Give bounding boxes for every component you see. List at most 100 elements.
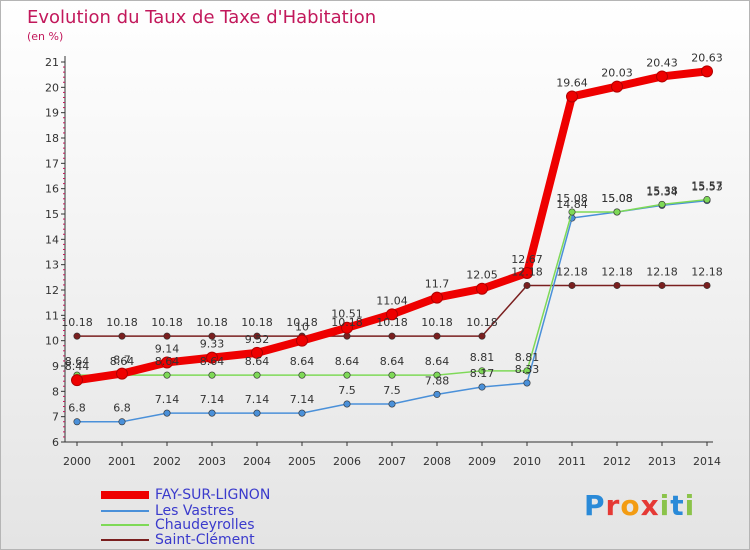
data-point <box>433 390 441 398</box>
x-tick-label: 2000 <box>63 455 91 468</box>
x-tick-label: 2001 <box>108 455 136 468</box>
data-point <box>163 332 171 340</box>
data-label: 10.18 <box>151 316 183 329</box>
data-label: 12.67 <box>511 253 543 266</box>
legend-item-les-vastres: Les Vastres <box>101 503 234 519</box>
data-label: 8.64 <box>425 355 450 368</box>
y-tick-label: 16 <box>45 183 59 196</box>
data-label: 8.64 <box>245 355 270 368</box>
y-tick-label: 11 <box>45 309 59 322</box>
data-point <box>253 409 261 417</box>
data-label: 9.33 <box>200 338 225 351</box>
data-label: 9.52 <box>245 333 270 346</box>
x-tick-label: 2007 <box>378 455 406 468</box>
x-tick-label: 2011 <box>558 455 586 468</box>
data-point <box>116 367 128 380</box>
chart-subtitle: (en %) <box>27 30 64 43</box>
data-label: 7.88 <box>425 374 450 387</box>
legend-swatch <box>101 491 149 499</box>
legend-swatch <box>101 510 149 512</box>
y-tick-label: 6 <box>52 436 59 449</box>
data-point <box>206 351 218 364</box>
x-tick-label: 2006 <box>333 455 361 468</box>
data-label: 7.14 <box>290 393 315 406</box>
data-label: 15.53 <box>691 181 723 194</box>
data-point <box>163 409 171 417</box>
data-label: 10 <box>295 321 309 334</box>
data-point <box>701 65 713 78</box>
data-point <box>433 332 441 340</box>
data-label: 20.03 <box>601 67 633 80</box>
data-label: 9.14 <box>155 342 180 355</box>
data-label: 15.34 <box>646 185 678 198</box>
data-point <box>341 321 353 334</box>
legend-item-fay-sur-lignon: FAY-SUR-LIGNON <box>101 487 270 503</box>
data-label: 8.64 <box>65 355 90 368</box>
data-point <box>298 371 306 379</box>
data-point <box>703 281 711 289</box>
y-tick-label: 12 <box>45 284 59 297</box>
data-point <box>656 70 668 83</box>
data-label: 8.81 <box>515 351 540 364</box>
data-label: 10.18 <box>61 316 93 329</box>
data-label: 7.14 <box>245 393 270 406</box>
legend-swatch <box>101 539 149 541</box>
legend-swatch <box>101 524 149 526</box>
y-tick-label: 10 <box>45 335 59 348</box>
data-label: 7.5 <box>383 384 401 397</box>
data-label: 15.08 <box>601 192 633 205</box>
data-point <box>388 400 396 408</box>
data-point <box>343 371 351 379</box>
logo-letter: x <box>640 489 660 522</box>
data-label: 10.18 <box>331 316 363 329</box>
data-label: 8.64 <box>380 355 405 368</box>
chart-title: Evolution du Taux de Taxe d'Habitation <box>27 7 377 28</box>
data-point <box>431 291 443 304</box>
x-tick-label: 2013 <box>648 455 676 468</box>
data-label: 20.43 <box>646 56 678 69</box>
legend-label: Saint-Clément <box>155 532 255 548</box>
x-tick-label: 2010 <box>513 455 541 468</box>
data-point <box>476 282 488 295</box>
data-label: 15.38 <box>646 184 678 197</box>
logo-letter: i <box>659 489 671 522</box>
data-label: 10.18 <box>466 316 498 329</box>
y-tick-label: 18 <box>45 132 59 145</box>
data-point <box>388 332 396 340</box>
data-point <box>343 332 351 340</box>
proxiti-logo: Proxiti <box>584 489 695 522</box>
data-point <box>118 418 126 426</box>
data-label: 11.04 <box>376 294 408 307</box>
data-label: 7.5 <box>338 384 356 397</box>
data-label: 8.81 <box>470 351 495 364</box>
data-label: 14.84 <box>556 198 588 211</box>
data-point <box>163 371 171 379</box>
data-point <box>566 90 578 103</box>
y-tick-label: 13 <box>45 259 59 272</box>
data-point <box>208 371 216 379</box>
data-label: 12.18 <box>646 265 678 278</box>
data-label: 15.08 <box>601 192 633 205</box>
data-label: 8.44 <box>65 360 90 373</box>
data-label: 12.18 <box>691 265 723 278</box>
y-tick-label: 21 <box>45 56 59 69</box>
legend-item-saint-clement: Saint-Clément <box>101 532 255 548</box>
x-tick-label: 2003 <box>198 455 226 468</box>
data-point <box>523 367 531 375</box>
x-tick-label: 2008 <box>423 455 451 468</box>
data-point <box>523 379 531 387</box>
y-tick-label: 9 <box>52 360 59 373</box>
legend-label: Chaudeyrolles <box>155 517 255 533</box>
data-point <box>73 418 81 426</box>
data-label: 19.64 <box>556 76 588 89</box>
data-point <box>253 332 261 340</box>
data-label: 12.18 <box>556 265 588 278</box>
x-tick-label: 2005 <box>288 455 316 468</box>
y-tick-label: 7 <box>52 411 59 424</box>
data-label: 8.64 <box>290 355 315 368</box>
data-label: 12.18 <box>601 265 633 278</box>
logo-letter: r <box>605 489 621 522</box>
data-point <box>613 281 621 289</box>
